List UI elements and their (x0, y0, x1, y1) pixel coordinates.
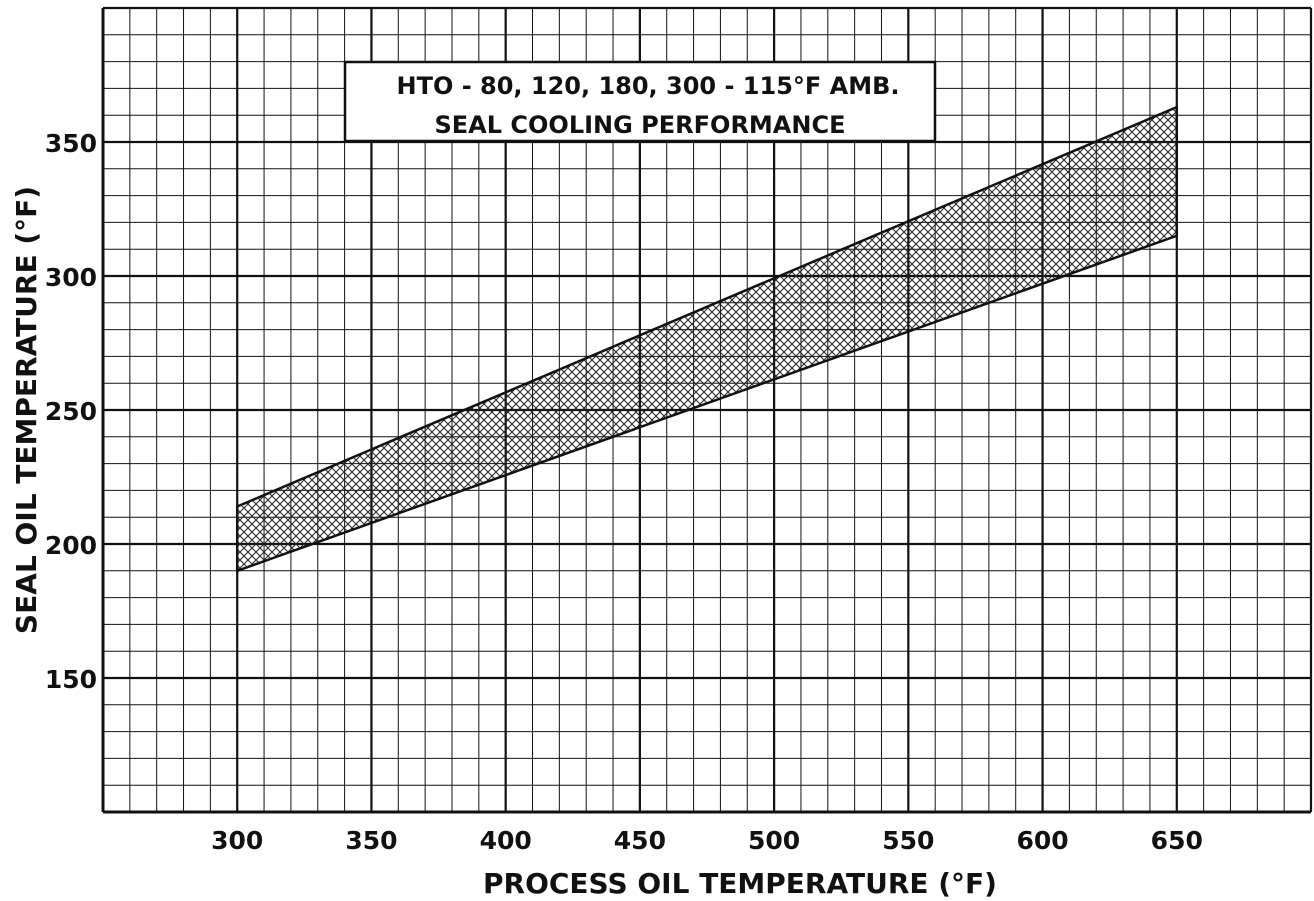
y-tick-labels: 150 200 250 300 350 (45, 129, 97, 694)
y-tick-label: 200 (45, 531, 97, 560)
y-tick-label: 300 (45, 263, 97, 292)
chart-title-line-2: SEAL COOLING PERFORMANCE (435, 111, 846, 139)
x-tick-label: 300 (211, 826, 263, 855)
seal-temperature-band (235, 105, 1179, 573)
x-tick-label: 500 (748, 826, 800, 855)
x-tick-label: 550 (882, 826, 934, 855)
x-tick-label: 600 (1016, 826, 1068, 855)
y-axis-title: SEAL OIL TEMPERATURE (°F) (10, 186, 43, 634)
x-tick-label: 650 (1151, 826, 1203, 855)
y-tick-label: 150 (45, 665, 97, 694)
x-tick-label: 450 (614, 826, 666, 855)
y-tick-label: 350 (45, 129, 97, 158)
y-tick-label: 250 (45, 397, 97, 426)
chart-title-box: HTO - 80, 120, 180, 300 - 115°F AMB. SEA… (343, 60, 937, 143)
chart-title-line-1: HTO - 80, 120, 180, 300 - 115°F AMB. (396, 72, 899, 100)
x-tick-label: 400 (480, 826, 532, 855)
x-tick-label: 350 (345, 826, 397, 855)
x-axis-title: PROCESS OIL TEMPERATURE (°F) (483, 867, 997, 900)
x-tick-labels: 300 350 400 450 500 550 600 650 (211, 826, 1203, 855)
